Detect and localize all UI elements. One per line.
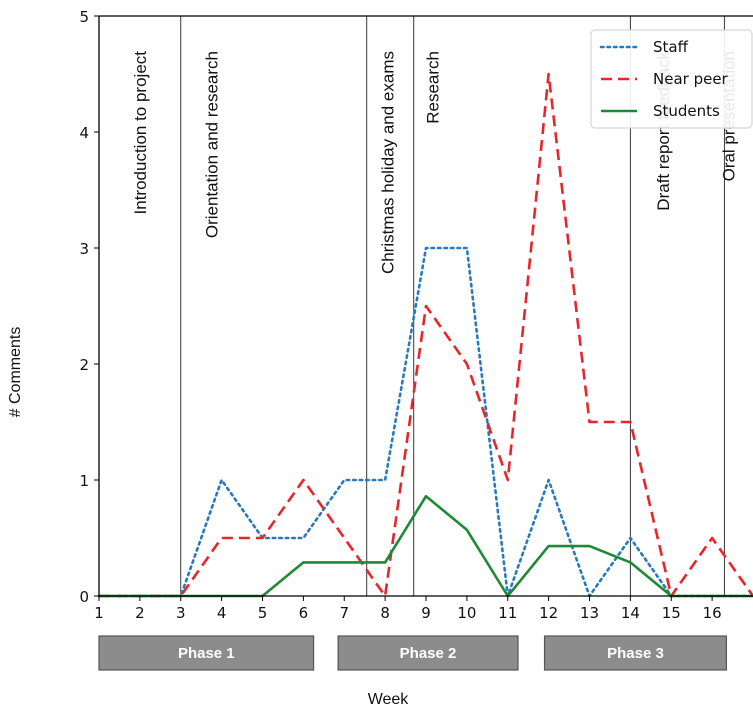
x-tick-label-13: 13 (580, 604, 599, 622)
x-tick-label-16: 16 (703, 604, 722, 622)
y-tick-label-0: 0 (79, 588, 89, 606)
y-axis-label: # Comments (7, 327, 24, 418)
x-tick-label-2: 2 (135, 604, 145, 622)
y-tick-label-1: 1 (79, 472, 89, 490)
legend-box (590, 29, 753, 129)
phase-label-2: Phase 2 (400, 645, 457, 662)
x-axis-label: Week (368, 691, 410, 708)
x-tick-label-9: 9 (421, 604, 431, 622)
series-line-staff (97, 246, 753, 598)
y-tick-label-3: 3 (79, 240, 89, 258)
series-line-students (99, 494, 753, 598)
x-tick-label-11: 11 (498, 604, 517, 622)
x-tick-label-14: 14 (621, 604, 640, 622)
annotation-label-3: Research (423, 51, 442, 124)
x-tick-label-4: 4 (217, 604, 227, 622)
x-tick-label-10: 10 (457, 604, 476, 622)
y-tick-label-5: 5 (79, 8, 89, 26)
y-tick-label-4: 4 (79, 124, 89, 142)
annotation-label-2: Christmas holiday and exams (378, 51, 397, 274)
x-tick-label-8: 8 (380, 604, 390, 622)
x-tick-label-3: 3 (176, 604, 186, 622)
legend-label-0: Staff (653, 38, 689, 56)
x-tick-label-15: 15 (662, 604, 681, 622)
phase-label-3: Phase 3 (607, 645, 664, 662)
phase-label-1: Phase 1 (178, 645, 235, 662)
phase-bar-2 (337, 635, 519, 671)
annotation-label-1: Orientation and research (203, 51, 222, 238)
phase-bar-3 (543, 635, 728, 671)
legend-label-1: Near peer (653, 70, 729, 88)
y-tick-label-2: 2 (79, 356, 89, 374)
legend-label-2: Students (653, 102, 720, 120)
x-tick-label-7: 7 (339, 604, 349, 622)
x-tick-label-1: 1 (94, 604, 104, 622)
x-tick-label-12: 12 (539, 604, 558, 622)
phase-bar-1 (98, 635, 315, 671)
series-line-near-peer (99, 72, 753, 598)
x-tick-label-5: 5 (258, 604, 268, 622)
x-tick-label-6: 6 (299, 604, 309, 622)
annotation-label-0: Introduction to project (131, 51, 150, 215)
